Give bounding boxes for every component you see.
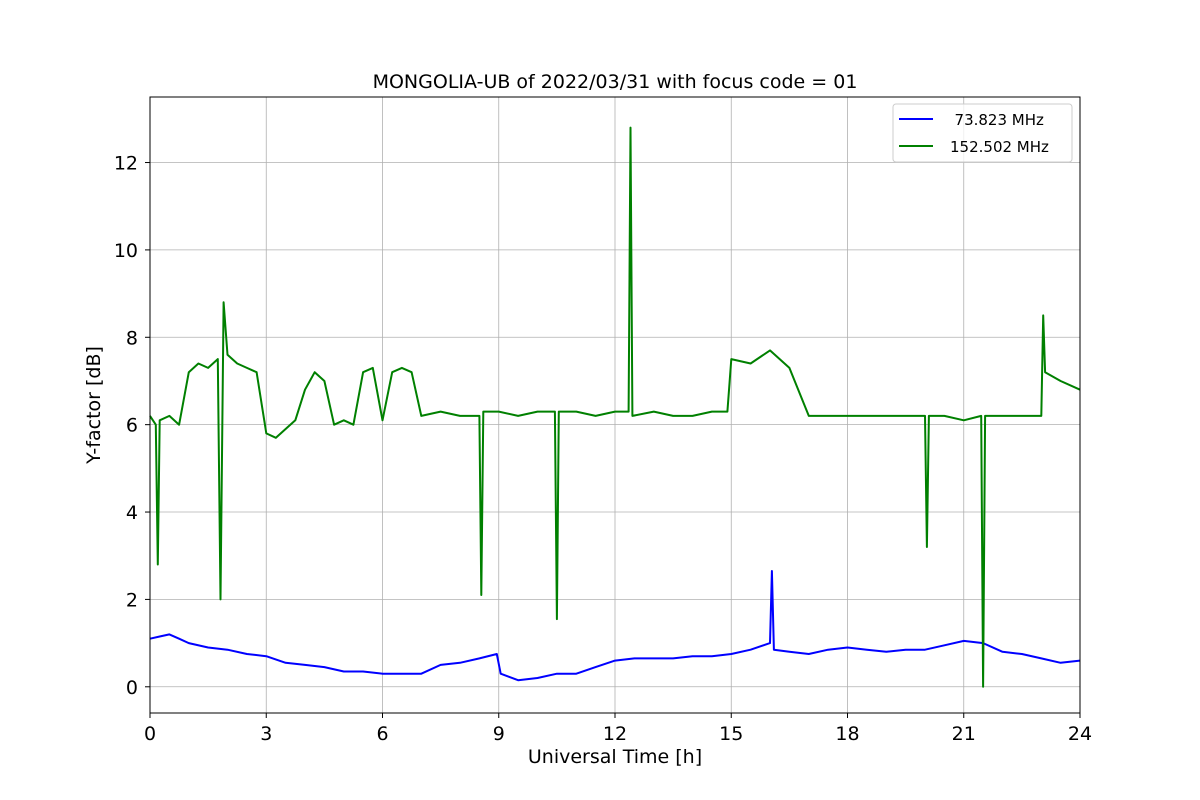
x-tick-label: 18 [835, 723, 859, 745]
x-tick-label: 9 [493, 723, 505, 745]
x-tick-label: 24 [1068, 723, 1092, 745]
legend-box [892, 103, 1073, 163]
x-axis-label: Universal Time [h] [528, 746, 702, 768]
y-tick-label: 10 [114, 240, 138, 262]
y-tick-label: 8 [126, 327, 138, 349]
x-tick-label: 15 [719, 723, 743, 745]
x-tick-label: 0 [144, 723, 156, 745]
y-tick-label: 6 [126, 415, 138, 437]
legend-label-73mhz: 73.823 MHz [945, 111, 1044, 129]
chart-title: MONGOLIA-UB of 2022/03/31 with focus cod… [373, 71, 858, 93]
legend: 73.823 MHz 152.502 MHz [892, 103, 1073, 163]
x-tick-label: 3 [260, 723, 272, 745]
legend-label-152mhz: 152.502 MHz [950, 138, 1049, 156]
x-axis-ticks: 0 3 6 9 12 15 18 21 24 [144, 713, 1092, 745]
y-axis-label: Y-factor [dB] [83, 346, 105, 465]
series-line-73mhz [149, 570, 1081, 682]
y-tick-label: 2 [126, 589, 138, 611]
series-line-152mhz [149, 126, 1081, 688]
y-tick-label: 12 [114, 153, 138, 175]
series-layer [149, 126, 1081, 688]
x-tick-label: 6 [376, 723, 388, 745]
x-tick-label: 21 [952, 723, 976, 745]
y-axis-ticks: 0 2 4 6 8 10 12 [114, 153, 150, 699]
y-tick-label: 0 [126, 677, 138, 699]
y-tick-label: 4 [126, 502, 138, 524]
x-tick-label: 12 [603, 723, 627, 745]
